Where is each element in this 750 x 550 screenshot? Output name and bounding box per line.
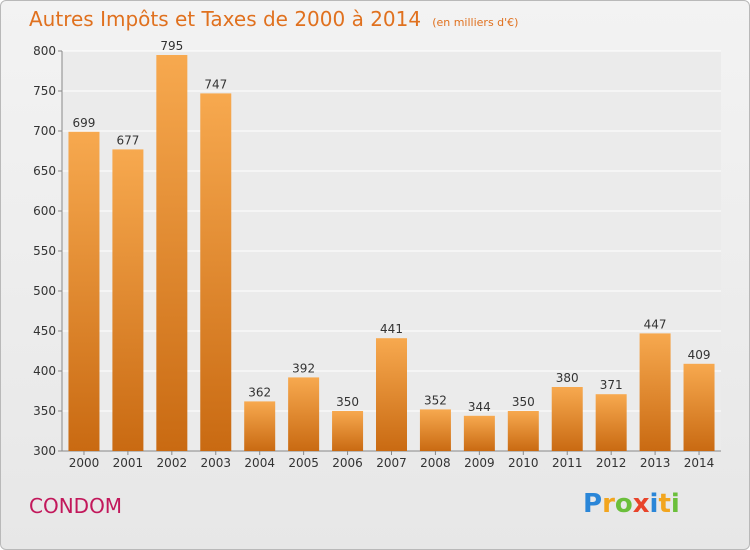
bar — [376, 338, 407, 451]
title-line: Autres Impôts et Taxes de 2000 à 2014 (e… — [29, 7, 518, 31]
y-tick-label: 600 — [33, 204, 56, 218]
y-tick-label: 400 — [33, 364, 56, 378]
chart-subtitle: (en milliers d'€) — [432, 16, 519, 29]
x-tick-label: 2008 — [420, 456, 451, 470]
x-tick-label: 2001 — [113, 456, 144, 470]
x-tick-label: 2005 — [288, 456, 319, 470]
y-tick-label: 700 — [33, 124, 56, 138]
y-tick-label: 300 — [33, 444, 56, 458]
bar — [551, 387, 583, 451]
bar — [683, 363, 715, 451]
commune-name: CONDOM — [29, 494, 123, 518]
bar — [244, 401, 276, 451]
y-tick-label: 650 — [33, 164, 56, 178]
bar — [507, 411, 539, 451]
x-tick-label: 2010 — [508, 456, 539, 470]
bar — [288, 377, 320, 451]
y-tick-label: 500 — [33, 284, 56, 298]
bar-value-label: 699 — [73, 116, 96, 130]
x-tick-label: 2012 — [596, 456, 627, 470]
bar — [68, 131, 100, 452]
bar-value-label: 362 — [248, 385, 271, 399]
proxiti-logo-letter: P — [583, 489, 603, 519]
bar-value-label: 795 — [160, 39, 183, 53]
x-tick-label: 2002 — [157, 456, 188, 470]
bar-value-label: 380 — [556, 371, 579, 385]
bar-value-label: 350 — [512, 395, 535, 409]
x-tick-label: 2011 — [552, 456, 583, 470]
bar — [156, 55, 188, 451]
proxiti-logo-letter: i — [670, 489, 680, 519]
proxiti-logo-letter: r — [602, 489, 615, 519]
bar — [595, 394, 627, 451]
proxiti-logo-letter: x — [632, 489, 650, 519]
x-tick-label: 2003 — [200, 456, 231, 470]
bar — [419, 409, 451, 451]
bar-value-label: 747 — [204, 77, 227, 91]
bar — [332, 411, 364, 451]
bar-value-label: 371 — [600, 378, 623, 392]
y-tick-label: 800 — [33, 44, 56, 58]
x-tick-label: 2009 — [464, 456, 495, 470]
proxiti-logo-letter: o — [614, 489, 633, 519]
y-tick-label: 450 — [33, 324, 56, 338]
bar — [112, 149, 144, 451]
bar-value-label: 409 — [688, 348, 711, 362]
x-tick-label: 2013 — [640, 456, 671, 470]
proxiti-logo-letter: t — [658, 489, 671, 519]
y-tick-label: 750 — [33, 84, 56, 98]
bar-value-label: 392 — [292, 361, 315, 375]
chart-title: Autres Impôts et Taxes de 2000 à 2014 — [29, 7, 422, 31]
bar — [463, 415, 495, 451]
x-tick-label: 2007 — [376, 456, 407, 470]
bar — [639, 333, 671, 451]
bar — [200, 93, 232, 452]
proxiti-logo: Proxiti — [583, 489, 680, 519]
proxiti-logo-letter: i — [649, 489, 659, 519]
bar-value-label: 350 — [336, 395, 359, 409]
x-tick-label: 2000 — [69, 456, 100, 470]
bar-value-label: 677 — [116, 133, 139, 147]
bar-value-label: 352 — [424, 393, 447, 407]
bar-value-label: 441 — [380, 322, 403, 336]
bar-value-label: 344 — [468, 400, 491, 414]
bar-value-label: 447 — [644, 317, 667, 331]
y-tick-label: 550 — [33, 244, 56, 258]
x-tick-label: 2006 — [332, 456, 363, 470]
x-tick-label: 2004 — [244, 456, 275, 470]
y-tick-label: 350 — [33, 404, 56, 418]
x-tick-label: 2014 — [684, 456, 715, 470]
